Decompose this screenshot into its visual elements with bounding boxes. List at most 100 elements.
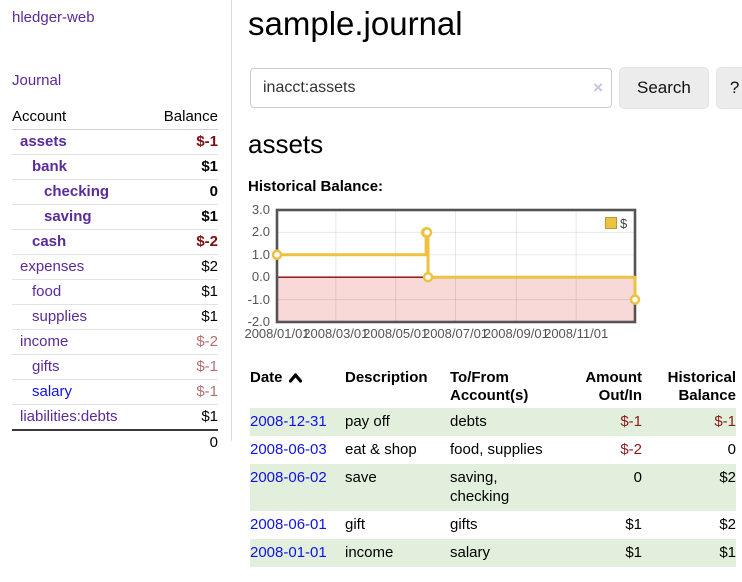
transaction-date-link[interactable]: 2008-12-31 [250, 412, 327, 430]
description-cell: pay off [345, 412, 390, 430]
register-header-row: Date Description To/From Account(s) Amount … [250, 366, 736, 408]
search-form: × Search ? [248, 66, 742, 109]
account-balance: $-1 [148, 354, 218, 380]
description-cell: eat & shop [345, 440, 417, 458]
y-axis-tick-label: 2.0 [251, 224, 270, 240]
sidebar-account-link[interactable]: checking [44, 183, 110, 200]
amount-cell: $-2 [620, 440, 642, 458]
account-balance: $1 [148, 404, 218, 430]
y-axis-tick-label: -1.0 [247, 291, 270, 307]
register-column-header: Amount Out/In [585, 368, 642, 404]
sidebar-account-link[interactable]: gifts [32, 358, 60, 375]
account-balance: 0 [148, 179, 218, 205]
sidebar-account-link[interactable]: food [32, 283, 62, 300]
help-button[interactable]: ? [715, 66, 742, 109]
account-row: supplies $1 [12, 304, 218, 330]
sidebar-account-link[interactable]: saving [44, 208, 92, 225]
legend-swatch-icon [605, 217, 617, 230]
transaction-date-link[interactable]: 2008-06-01 [250, 515, 327, 533]
transaction-row: 2008-06-03 eat & shop food, supplies $-2 0 [250, 436, 736, 464]
register-column-header: Historical Balance [667, 368, 736, 404]
amount-cell: $1 [625, 543, 642, 561]
search-input[interactable] [250, 67, 612, 108]
transaction-date-link[interactable]: 2008-06-03 [250, 440, 327, 458]
y-axis-tick-label: -2.0 [247, 313, 270, 329]
transaction-date-link[interactable]: 2008-01-01 [250, 543, 327, 561]
account-row: liabilities:debts $1 [12, 404, 218, 430]
balance-cell: $-1 [714, 412, 736, 430]
transaction-row: 2008-06-02 save saving, checking 0 $2 [250, 463, 736, 511]
total-balance: 0 [148, 429, 218, 455]
account-balance-table: Account Balance assets $-1 bank $1 checking 0… [12, 105, 218, 455]
accounts-cell: salary [450, 543, 491, 561]
register-column-header[interactable]: Date [250, 366, 345, 408]
sidebar-account-link[interactable]: supplies [32, 308, 88, 325]
accounts-cell: saving, checking [450, 468, 510, 505]
description-cell: save [345, 468, 377, 486]
account-balance: $-1 [148, 379, 218, 405]
account-balance: $-2 [148, 329, 218, 355]
account-row: cash $-2 [12, 229, 218, 255]
x-axis-tick-label: 2008/05/01 [363, 325, 429, 341]
accounts-cell: gifts [450, 515, 478, 533]
account-balance: $-2 [148, 229, 218, 255]
account-row: saving $1 [12, 204, 218, 230]
chart-title: Historical Balance: [248, 177, 384, 195]
register-column-header: To/From Account(s) [450, 368, 529, 404]
register-table-body: 2008-12-31 pay off debts $-1 $-1 2008-06-03 ea… [250, 407, 736, 567]
app-title-link[interactable]: hledger-web [12, 9, 95, 26]
page-title: sample.journal [248, 5, 463, 42]
register-table: Date Description To/From Account(s) Amount … [250, 366, 736, 567]
sidebar-account-link[interactable]: expenses [20, 258, 85, 275]
account-column-header: Account [12, 105, 149, 130]
account-table-body: assets $-1 bank $1 checking 0 saving $1 cash $-2 e… [12, 130, 218, 455]
y-axis-tick-label: 1.0 [251, 246, 270, 262]
description-cell: income [345, 543, 394, 561]
main-content: sample.journal × Search ? assets Histori… [244, 0, 742, 567]
balance-cell: $2 [719, 468, 736, 486]
chart-plot [271, 208, 641, 324]
account-balance: $1 [148, 204, 218, 230]
balance-column-header: Balance [148, 105, 218, 130]
amount-cell: $-1 [620, 412, 642, 430]
account-row: assets $-1 [12, 130, 218, 155]
transaction-row: 2008-01-01 income salary $1 $1 [250, 538, 736, 567]
balance-cell: $2 [719, 515, 736, 533]
account-row: food $1 [12, 279, 218, 305]
historical-balance-chart: $ 3.0 2.0 1.0 0.0 -1.0 -2.0 2008/01/01 2008/03/… [244, 202, 742, 345]
y-axis-tick-label: 0.0 [251, 269, 270, 285]
x-axis-tick-label: 2008/11/01 [544, 325, 609, 341]
account-row: bank $1 [12, 154, 218, 180]
amount-cell: $1 [625, 515, 642, 533]
search-button[interactable]: Search [619, 66, 709, 109]
account-row: salary $-1 [12, 379, 218, 405]
transaction-row: 2008-12-31 pay off debts $-1 $-1 [250, 407, 736, 436]
description-cell: gift [345, 515, 366, 533]
account-balance: $2 [148, 254, 218, 280]
sidebar-account-link[interactable]: bank [32, 158, 68, 175]
sidebar-account-link[interactable]: liabilities:debts [20, 408, 118, 425]
sidebar-account-link[interactable]: income [20, 333, 69, 350]
sidebar-account-link[interactable]: salary [32, 383, 73, 400]
total-row: 0 [12, 429, 218, 455]
account-balance: $-1 [196, 133, 218, 150]
balance-cell: $1 [719, 543, 736, 561]
account-balance: $1 [148, 304, 218, 330]
sort-ascending-icon [288, 373, 302, 383]
transaction-date-link[interactable]: 2008-06-02 [250, 468, 327, 486]
x-axis-tick-label: 2008/03/01 [303, 325, 369, 341]
account-row: expenses $2 [12, 254, 218, 280]
account-balance: $1 [148, 154, 218, 180]
chart-legend: $ [605, 216, 627, 231]
sidebar-account-link[interactable]: assets [20, 133, 67, 150]
transaction-row: 2008-06-01 gift gifts $1 $2 [250, 511, 736, 539]
clear-search-icon[interactable]: × [593, 78, 603, 98]
x-axis-tick-label: 2008/07/01 [422, 325, 489, 341]
x-axis-tick-label: 2008/09/01 [483, 325, 549, 341]
accounts-cell: debts [450, 412, 487, 430]
sidebar-item-journal[interactable]: Journal [12, 72, 62, 89]
y-axis-tick-label: 3.0 [251, 201, 270, 217]
register-column-header: Description [345, 368, 428, 386]
sidebar-account-link[interactable]: cash [32, 233, 67, 250]
amount-cell: 0 [633, 468, 642, 486]
